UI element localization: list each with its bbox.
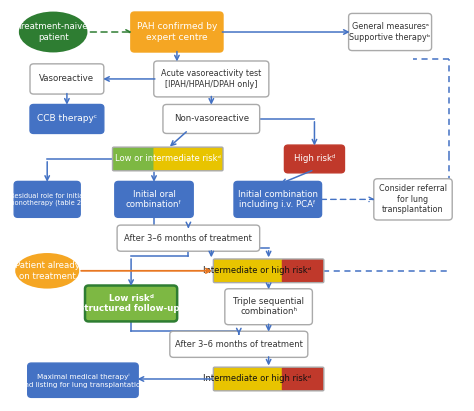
Text: Patient already
on treatment: Patient already on treatment [15,261,80,281]
Text: Triple sequential
combinationʰ: Triple sequential combinationʰ [233,297,304,316]
FancyBboxPatch shape [282,259,324,283]
Text: Low or intermediate riskᵈ: Low or intermediate riskᵈ [115,155,221,164]
Text: High riskᵈ: High riskᵈ [294,155,335,164]
FancyBboxPatch shape [348,14,432,51]
FancyBboxPatch shape [170,331,308,357]
FancyBboxPatch shape [154,61,269,97]
FancyBboxPatch shape [27,363,138,397]
Text: General measuresᵃ
Supportive therapyᵇ: General measuresᵃ Supportive therapyᵇ [349,22,431,42]
FancyBboxPatch shape [282,367,324,391]
Text: Intermediate or high riskᵈ: Intermediate or high riskᵈ [203,266,311,275]
Text: Initial oral
combinationᶠ: Initial oral combinationᶠ [126,190,182,209]
FancyBboxPatch shape [30,64,104,94]
FancyBboxPatch shape [284,145,345,173]
FancyBboxPatch shape [225,289,312,325]
FancyBboxPatch shape [14,181,80,217]
Text: Treatment-naive
patient: Treatment-naive patient [18,22,89,42]
Text: Intermediate or high riskᵈ: Intermediate or high riskᵈ [203,374,311,383]
Text: CCB therapyᶜ: CCB therapyᶜ [37,114,97,123]
Text: Acute vasoreactivity test
[IPAH/HPAH/DPAH only]: Acute vasoreactivity test [IPAH/HPAH/DPA… [161,69,262,89]
FancyBboxPatch shape [163,104,260,134]
FancyBboxPatch shape [154,147,223,171]
Text: Consider referral
for lung
transplantation: Consider referral for lung transplantati… [379,185,447,214]
Ellipse shape [16,254,78,288]
FancyBboxPatch shape [112,147,156,171]
Text: Maximal medical therapyⁱ
and listing for lung transplantationʲ: Maximal medical therapyⁱ and listing for… [20,373,146,388]
FancyBboxPatch shape [234,181,321,217]
FancyBboxPatch shape [131,12,223,52]
Text: After 3–6 months of treatment: After 3–6 months of treatment [125,234,252,242]
Text: Non-vasoreactive: Non-vasoreactive [174,114,249,123]
FancyBboxPatch shape [213,259,284,283]
Text: Residual role for initial
monotherapy (table 2)ᵉ: Residual role for initial monotherapy (t… [8,193,86,206]
FancyBboxPatch shape [115,181,193,217]
Text: Vasoreactive: Vasoreactive [39,74,94,83]
FancyBboxPatch shape [374,179,452,220]
Text: PAH confirmed by
expert centre: PAH confirmed by expert centre [137,22,217,42]
Text: After 3–6 months of treatment: After 3–6 months of treatment [175,340,303,349]
FancyBboxPatch shape [30,104,104,134]
Text: Low riskᵈ
Structured follow-upᵍ: Low riskᵈ Structured follow-upᵍ [78,294,184,313]
Text: Initial combination
including i.v. PCAᶠ: Initial combination including i.v. PCAᶠ [238,190,318,209]
Ellipse shape [20,13,86,51]
FancyBboxPatch shape [117,225,260,251]
FancyBboxPatch shape [213,367,284,391]
FancyBboxPatch shape [85,286,177,321]
